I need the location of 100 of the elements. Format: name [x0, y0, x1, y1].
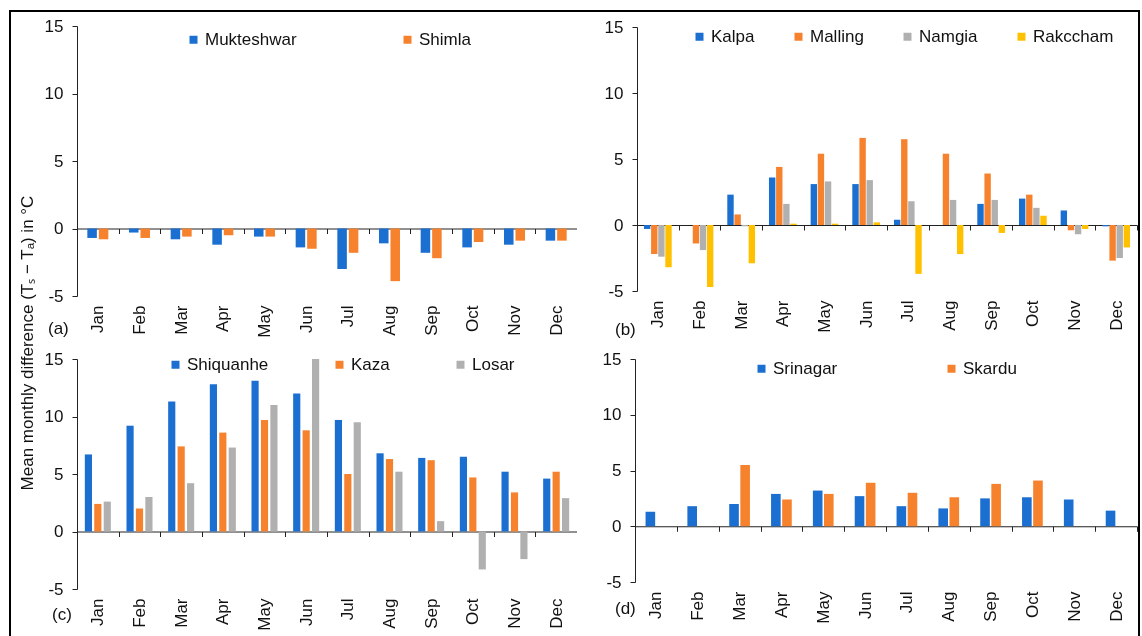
x-tick-label: Apr — [213, 598, 233, 625]
x-tick-label: Feb — [690, 300, 709, 330]
bar — [469, 477, 477, 532]
bar — [1105, 510, 1116, 527]
bar — [734, 214, 741, 225]
x-tick-label: Aug — [380, 598, 399, 629]
bar — [1060, 210, 1068, 225]
bar — [651, 225, 658, 255]
x-tick-label: Jan — [88, 305, 108, 333]
bar — [1033, 480, 1043, 527]
bar — [1018, 198, 1026, 225]
legend-label: Srinagar — [773, 358, 838, 378]
bar — [94, 503, 102, 532]
bar — [437, 521, 445, 532]
bar — [135, 508, 144, 532]
bar — [228, 447, 236, 532]
bar — [687, 506, 697, 527]
bar — [84, 454, 92, 532]
x-tick-label: Oct — [463, 598, 483, 625]
bar — [956, 225, 964, 255]
bar — [353, 422, 361, 532]
y-axis-title: Mean monthly difference (Tₛ − Tₐ) in °C — [18, 195, 38, 491]
x-tick-label: Feb — [130, 598, 149, 628]
bar — [824, 493, 834, 527]
text: (c) — [52, 605, 72, 625]
x-tick-label: Jan — [646, 591, 666, 619]
bar — [344, 474, 352, 532]
x-tick-label: Apr — [771, 591, 791, 618]
bar — [103, 501, 111, 532]
x-tick-label: Jun — [856, 300, 876, 328]
y-tick-label: 15 — [44, 16, 64, 36]
legend-label: Kalpa — [711, 26, 756, 46]
bar — [302, 430, 310, 532]
bar — [938, 508, 948, 527]
bar — [1109, 225, 1116, 261]
bar — [645, 511, 656, 527]
bar — [768, 177, 776, 225]
bar — [991, 483, 1001, 527]
bar — [866, 180, 873, 225]
bar — [783, 203, 790, 225]
bar — [991, 199, 998, 225]
bar — [748, 225, 756, 264]
bar — [293, 393, 301, 532]
x-tick-label: Aug — [940, 300, 959, 331]
x-tick-label: Jul — [897, 591, 917, 614]
bar — [478, 531, 486, 570]
x-tick-label: Jan — [88, 598, 108, 626]
bar — [1074, 225, 1082, 235]
x-tick-label: Oct — [1023, 300, 1043, 327]
bar — [177, 446, 185, 532]
bar — [1040, 215, 1047, 225]
bar — [543, 478, 551, 532]
bar — [706, 225, 714, 288]
y-tick-label: 0 — [54, 522, 64, 541]
y-tick-label: 0 — [54, 219, 64, 238]
y-tick-label: -5 — [608, 281, 624, 301]
bar — [901, 139, 908, 225]
bar — [699, 225, 707, 251]
x-tick-label: Nov — [505, 305, 524, 336]
y-tick-label: 0 — [612, 516, 622, 536]
legend-label: Shiquanhe — [187, 354, 269, 374]
legend-label: Rakccham — [1033, 26, 1114, 46]
x-tick-label: Jun — [296, 598, 316, 626]
bar — [859, 137, 866, 225]
bar — [915, 225, 922, 274]
legend-label: Skardu — [963, 358, 1017, 378]
x-tick-label: May — [815, 300, 834, 333]
bar — [643, 225, 651, 229]
bar — [984, 173, 991, 225]
bar — [270, 405, 278, 532]
bar — [395, 471, 403, 532]
x-tick-label: Oct — [1022, 591, 1042, 618]
bar — [385, 459, 394, 532]
text: (b) — [615, 320, 636, 340]
x-tick-label: Jul — [898, 300, 918, 323]
x-tick-label: Dec — [1106, 300, 1126, 331]
x-tick-label: Mar — [730, 591, 750, 621]
y-tick-label: 0 — [614, 215, 624, 235]
x-tick-label: May — [813, 591, 833, 624]
bar — [692, 225, 700, 244]
legend-label: Losar — [472, 354, 515, 374]
y-tick-label: -5 — [48, 579, 64, 599]
bar — [1022, 497, 1032, 527]
legend-label: Shimla — [419, 29, 472, 49]
bar — [865, 482, 876, 527]
bar — [145, 497, 153, 532]
x-tick-label: Mar — [171, 305, 191, 335]
x-tick-label: Nov — [1065, 300, 1084, 331]
y-tick-label: 10 — [604, 83, 624, 103]
legend-label: Namgia — [919, 26, 979, 46]
legend-label: Malling — [810, 26, 864, 46]
y-tick-label: 10 — [602, 405, 622, 425]
bar — [949, 199, 957, 225]
bar — [907, 492, 918, 527]
legend-label: Kaza — [351, 354, 391, 374]
bar — [1026, 194, 1033, 225]
legend-label: Mukteshwar — [205, 29, 297, 49]
y-tick-label: -5 — [606, 572, 622, 592]
x-tick-label: Jun — [855, 591, 875, 619]
x-tick-label: Nov — [505, 598, 524, 629]
